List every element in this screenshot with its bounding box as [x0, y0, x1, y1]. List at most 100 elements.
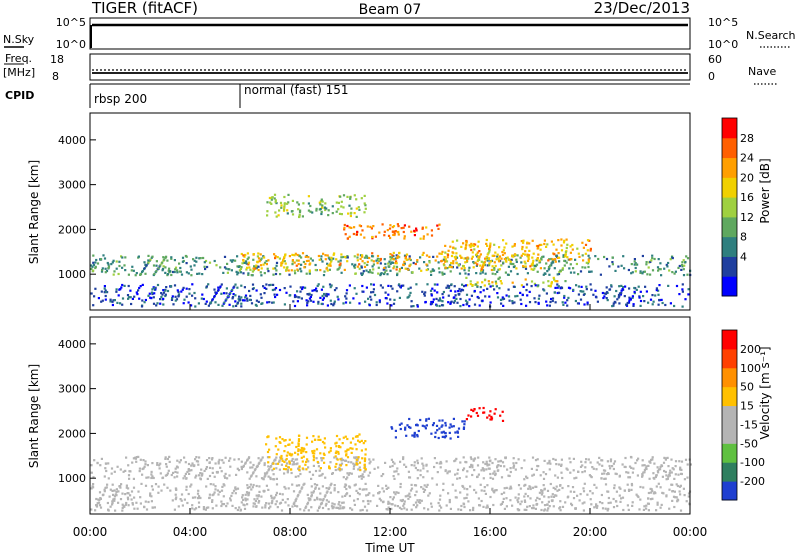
heatmap-cell: [643, 464, 646, 467]
heatmap-cell: [295, 264, 298, 267]
heatmap-cell: [367, 271, 370, 274]
heatmap-cell: [318, 487, 321, 490]
heatmap-cell: [356, 253, 359, 256]
heatmap-cell: [444, 424, 447, 427]
heatmap-cell: [387, 284, 390, 287]
heatmap-cell: [500, 264, 503, 267]
heatmap-cell: [181, 260, 184, 263]
heatmap-cell: [484, 272, 487, 275]
heatmap-cell: [105, 290, 108, 294]
heatmap-cell: [631, 271, 634, 274]
heatmap-cell: [345, 450, 348, 453]
power-colorbar-tick: 20: [740, 171, 754, 184]
heatmap-cell: [384, 262, 387, 266]
heatmap-cell: [265, 260, 268, 263]
heatmap-cell: [479, 483, 482, 486]
heatmap-cell: [625, 304, 629, 307]
heatmap-cell: [143, 301, 146, 304]
heatmap-cell: [341, 501, 344, 504]
heatmap-cell: [171, 295, 174, 298]
heatmap-cell: [464, 284, 467, 287]
heatmap-cell: [158, 464, 161, 467]
heatmap-cell: [308, 499, 311, 502]
heatmap-cell: [225, 287, 228, 290]
heatmap-cell: [323, 442, 326, 445]
heatmap-cell: [90, 267, 93, 270]
heatmap-cell: [359, 509, 362, 512]
heatmap-cell: [325, 292, 328, 296]
heatmap-cell: [305, 299, 308, 302]
heatmap-cell: [138, 297, 141, 300]
heatmap-cell: [508, 258, 511, 261]
heatmap-cell: [448, 498, 451, 502]
velocity-colorbar-swatch: [722, 462, 737, 482]
heatmap-cell: [375, 303, 378, 307]
heatmap-cell: [323, 495, 326, 498]
heatmap-cell: [682, 259, 685, 262]
heatmap-cell: [390, 458, 393, 461]
heatmap-cell: [512, 265, 515, 269]
heatmap-cell: [197, 497, 200, 500]
heatmap-cell: [477, 240, 480, 243]
heatmap-cell: [153, 506, 156, 509]
heatmap-cell: [306, 458, 309, 461]
heatmap-cell: [352, 467, 355, 470]
power-colorbar-tick: 8: [740, 231, 747, 244]
heatmap-cell: [159, 472, 162, 475]
heatmap-cell: [263, 286, 266, 289]
heatmap-cell: [256, 255, 259, 258]
heatmap-cell: [380, 272, 383, 275]
heatmap-cell: [103, 285, 106, 288]
heatmap-cell: [649, 498, 653, 501]
heatmap-cell: [198, 272, 201, 275]
heatmap-cell: [677, 473, 680, 476]
heatmap-cell: [194, 297, 197, 300]
heatmap-cell: [392, 225, 396, 228]
heatmap-cell: [493, 261, 496, 264]
heatmap-cell: [329, 286, 332, 289]
heatmap-cell: [221, 485, 224, 488]
heatmap-cell: [242, 464, 245, 467]
heatmap-cell: [656, 470, 659, 473]
heatmap-cell: [612, 462, 615, 465]
heatmap-cell: [347, 212, 350, 215]
heatmap-cell: [416, 462, 419, 465]
heatmap-cell: [391, 464, 394, 468]
heatmap-cell: [603, 292, 606, 295]
heatmap-cell: [675, 483, 678, 486]
heatmap-cell: [312, 464, 315, 467]
heatmap-cell: [324, 202, 327, 205]
heatmap-cell: [395, 491, 398, 494]
heatmap-cell: [121, 503, 124, 506]
heatmap-cell: [284, 468, 288, 471]
power-ylabel: Slant Range [km]: [27, 160, 41, 264]
velocity-colorbar-tick: 50: [740, 381, 754, 394]
heatmap-cell: [528, 249, 531, 252]
heatmap-cell: [274, 199, 277, 202]
heatmap-cell: [195, 260, 198, 263]
heatmap-cell: [144, 500, 147, 503]
heatmap-cell: [272, 283, 275, 286]
heatmap-cell: [441, 250, 444, 253]
heatmap-cell: [313, 449, 316, 452]
heatmap-cell: [103, 490, 106, 493]
heatmap-cell: [524, 492, 527, 495]
heatmap-cell: [618, 486, 621, 489]
heatmap-cell: [495, 489, 498, 492]
heatmap-cell: [460, 245, 463, 248]
heatmap-cell: [546, 462, 549, 465]
heatmap-cell: [238, 269, 241, 272]
heatmap-cell: [528, 290, 531, 293]
heatmap-cell: [478, 407, 481, 410]
heatmap-cell: [348, 284, 351, 287]
heatmap-cell: [276, 256, 279, 259]
heatmap-cell: [407, 287, 410, 290]
heatmap-cell: [538, 243, 541, 247]
heatmap-cell: [177, 294, 180, 297]
heatmap-cell: [214, 301, 217, 304]
heatmap-cell: [660, 274, 663, 277]
heatmap-cell: [626, 483, 629, 486]
heatmap-cell: [625, 471, 628, 474]
heatmap-cell: [519, 298, 522, 301]
heatmap-cell: [283, 472, 286, 475]
